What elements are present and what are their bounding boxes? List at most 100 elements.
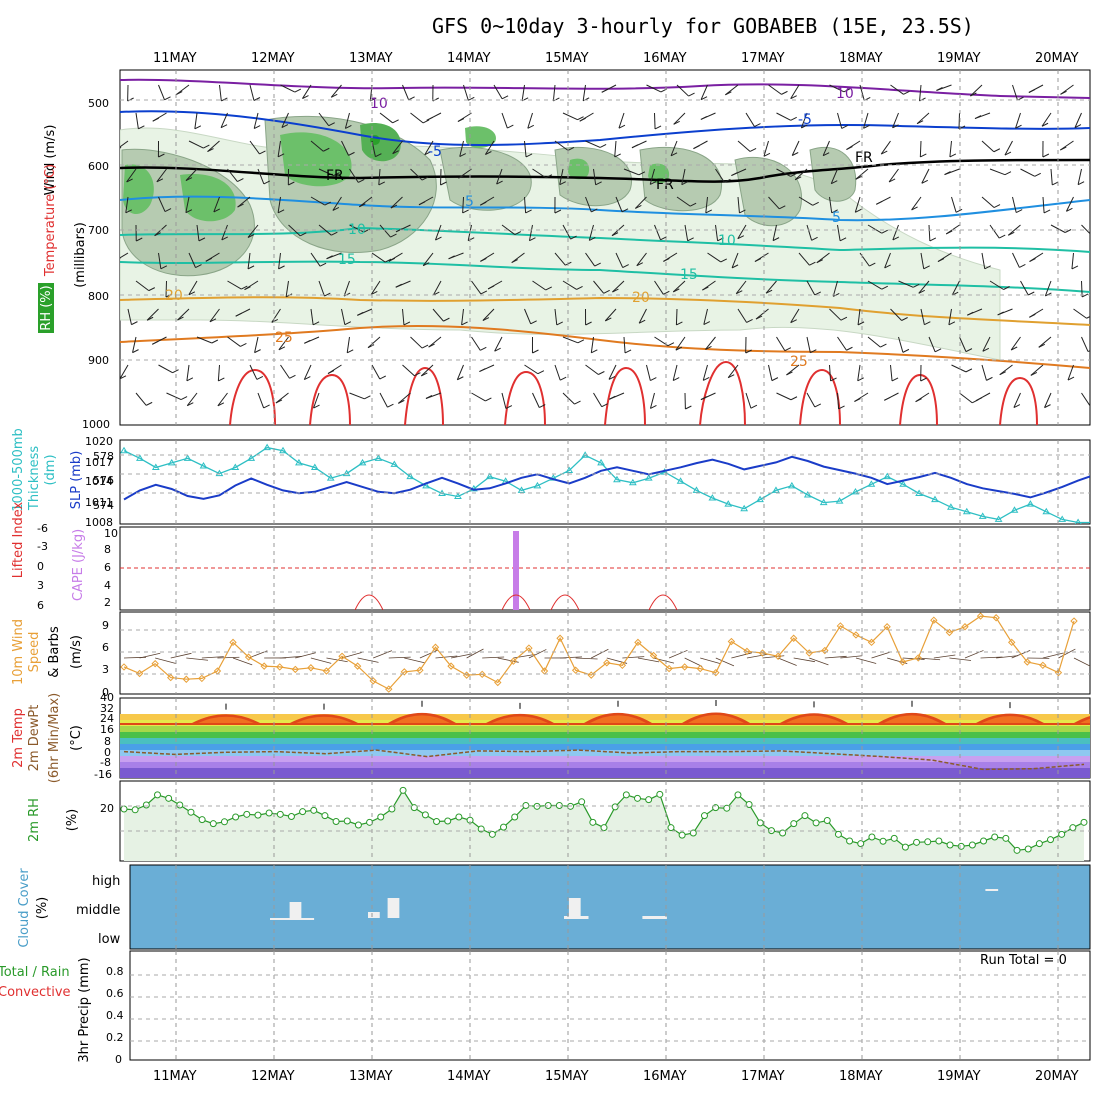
wind-barb (672, 364, 678, 381)
wind-barb-flag (1042, 153, 1050, 158)
wind-barb-flag (703, 376, 710, 381)
wind-barb-flag (902, 348, 910, 353)
precip-panel-frame (129, 950, 1091, 1061)
thickness-axis-label: Thickness (27, 446, 42, 511)
temp-band (120, 744, 1090, 750)
wind-axis-label: Wind (m/s) (43, 125, 58, 196)
wind-barb (794, 168, 808, 181)
wind-barb-flag (763, 152, 771, 157)
wind-barb-flag (271, 318, 279, 323)
wind10m-barb (310, 657, 332, 664)
cloud-axis-label: Cloud Cover (17, 868, 32, 948)
wind-barb-flag (833, 292, 840, 297)
wind-barb-flag (1066, 207, 1073, 212)
cloud-bar (568, 898, 581, 918)
cape-bar (513, 531, 519, 610)
wind-barb-flag (203, 144, 210, 149)
wind-barb-flag (428, 343, 435, 348)
wind-barb-flag (213, 208, 221, 213)
rh2m-marker (633, 794, 641, 802)
wind-barb-flag (244, 286, 251, 291)
wind-barb (254, 336, 259, 353)
wind-barb-flag (846, 146, 853, 150)
wind-barb-flag (278, 265, 285, 270)
thickness-marker (517, 486, 526, 493)
wind-barb (496, 168, 503, 185)
wind-barb-flag (1086, 315, 1090, 319)
wind10m-barb (279, 656, 302, 659)
wind-barb (330, 84, 342, 98)
isotherm-minus5 (120, 110, 1090, 146)
wind-barb (135, 392, 147, 406)
temp-band (120, 726, 1090, 732)
upper-panel-content (120, 78, 1090, 425)
wind-barb (763, 140, 769, 157)
wind-barb-flag (831, 180, 838, 185)
rh2m-marker (321, 812, 329, 820)
wind-barb-flag (120, 257, 121, 259)
wind-barb-flag (790, 172, 797, 177)
low-level-contour (604, 366, 646, 425)
day-gridlines (120, 70, 1090, 1060)
wind10m-marker (525, 644, 533, 652)
rh2m-marker (433, 818, 441, 826)
wind-barb-flag (725, 91, 732, 96)
wind-barb (919, 140, 922, 158)
wind-barb (1050, 224, 1066, 233)
wind-barb (593, 392, 603, 407)
wind-barb-flag (934, 348, 942, 353)
wind-barb (1073, 308, 1087, 319)
top-day-label: 14MAY (447, 51, 491, 66)
wind-barb-flag (1029, 258, 1036, 263)
thickness-marker (740, 504, 749, 512)
rh2m-marker (1024, 845, 1032, 853)
wind-barb-flag (993, 204, 1001, 208)
wind-barb (981, 364, 987, 381)
wind-barb (379, 224, 391, 238)
wind-barb-flag (259, 150, 266, 155)
rh2m-marker (745, 800, 753, 808)
wind-barb (462, 196, 464, 214)
wind-barb (158, 84, 165, 101)
contour-label: FR (326, 168, 344, 184)
rh2m-marker (176, 801, 184, 809)
rh2m-marker (377, 813, 385, 821)
wind-barb (959, 392, 973, 404)
wind10m-marker (229, 638, 237, 647)
wind-barb-flag (358, 178, 365, 183)
wind-barb-flag (424, 151, 432, 156)
wind10m-barb (341, 651, 363, 659)
wind-barb-flag (731, 172, 738, 176)
wind-barb (590, 336, 594, 353)
wind-barb (837, 224, 841, 241)
wind-barb-flag (863, 124, 870, 129)
wind-barb-flag (487, 285, 495, 290)
wind-barb-flag (379, 375, 386, 380)
thickness-marker (406, 472, 415, 480)
wind-barb (120, 364, 129, 380)
wind-barb-flag (816, 259, 824, 264)
wind-barb (837, 336, 847, 351)
wind-barb-flag (511, 259, 518, 264)
wind-barb (310, 140, 324, 152)
wind-barb (422, 252, 434, 266)
run-total: Run Total = 0 (980, 953, 1067, 968)
wind-barb (166, 392, 182, 401)
wind10m-marker (291, 665, 300, 674)
thickness-marker (1026, 500, 1035, 507)
rh2m-marker (790, 820, 798, 828)
wind-barb-flag (527, 124, 534, 129)
rh2m-marker (578, 798, 586, 806)
wind-barb (524, 308, 532, 324)
wind-barb (126, 168, 137, 183)
wind-barb (880, 140, 891, 155)
wind-barb (227, 168, 238, 182)
wind-barb-flag (720, 258, 727, 263)
wind-barb-flag (461, 321, 468, 326)
wind-barb (981, 252, 986, 269)
thickness-marker (374, 454, 383, 461)
li-bump (648, 594, 678, 610)
thickness-marker (947, 503, 955, 510)
rh2m-marker (678, 831, 686, 839)
temp-max-hump-inner (590, 715, 646, 723)
